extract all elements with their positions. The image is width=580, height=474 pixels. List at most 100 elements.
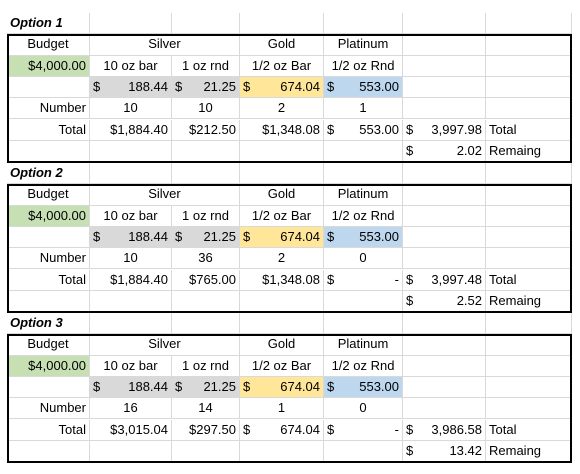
grand-total-value[interactable]: $3,986.58	[403, 419, 486, 441]
budget-value[interactable]: $4,000.00	[7, 205, 90, 227]
item-name[interactable]: 10 oz bar	[90, 55, 172, 77]
line-total-cell[interactable]: $765.00	[172, 269, 240, 291]
number-label[interactable]: Number	[7, 98, 90, 120]
header-platinum[interactable]: Platinum	[324, 184, 403, 206]
empty-cell[interactable]	[403, 163, 486, 185]
item-name[interactable]: 10 oz bar	[90, 205, 172, 227]
empty-cell[interactable]	[324, 290, 403, 313]
item-name[interactable]: 1 oz rnd	[172, 205, 240, 227]
total-label[interactable]: Total	[7, 419, 90, 441]
empty-cell[interactable]	[486, 13, 572, 35]
empty-cell[interactable]	[486, 226, 572, 249]
header-platinum[interactable]: Platinum	[324, 334, 403, 356]
empty-cell[interactable]	[403, 13, 486, 35]
grand-total-label[interactable]: Total	[486, 269, 572, 291]
item-name[interactable]: 1 oz rnd	[172, 55, 240, 77]
quantity-cell[interactable]: 2	[240, 248, 324, 270]
empty-cell[interactable]	[90, 140, 172, 163]
empty-cell[interactable]	[486, 184, 572, 206]
quantity-cell[interactable]: 1	[324, 98, 403, 120]
empty-cell[interactable]	[240, 290, 324, 313]
empty-cell[interactable]	[7, 140, 90, 163]
empty-cell[interactable]	[403, 55, 486, 77]
header-budget[interactable]: Budget	[7, 34, 90, 56]
item-name[interactable]: 1/2 oz Bar	[240, 55, 324, 77]
line-total-cell[interactable]: $3,015.04	[90, 419, 172, 441]
item-name[interactable]: 10 oz bar	[90, 355, 172, 377]
empty-cell[interactable]	[7, 440, 90, 463]
header-budget[interactable]: Budget	[7, 184, 90, 206]
budget-value[interactable]: $4,000.00	[7, 55, 90, 77]
quantity-cell[interactable]: 2	[240, 98, 324, 120]
total-label[interactable]: Total	[7, 119, 90, 141]
empty-cell[interactable]	[172, 440, 240, 463]
empty-cell[interactable]	[403, 205, 486, 227]
quantity-cell[interactable]: 10	[90, 248, 172, 270]
empty-cell[interactable]	[324, 13, 403, 35]
total-label[interactable]: Total	[7, 269, 90, 291]
remaining-label[interactable]: Remaing	[486, 290, 572, 313]
item-name[interactable]: 1/2 oz Bar	[240, 355, 324, 377]
empty-cell[interactable]	[486, 98, 572, 120]
grand-total-value[interactable]: $3,997.48	[403, 269, 486, 291]
header-silver[interactable]: Silver	[90, 184, 240, 206]
quantity-cell[interactable]: 16	[90, 398, 172, 420]
header-silver[interactable]: Silver	[90, 34, 240, 56]
item-name[interactable]: 1/2 oz Rnd	[324, 205, 403, 227]
quantity-cell[interactable]: 14	[172, 398, 240, 420]
number-label[interactable]: Number	[7, 398, 90, 420]
empty-cell[interactable]	[486, 398, 572, 420]
price-cell[interactable]: $21.25	[172, 76, 240, 99]
price-cell[interactable]: $553.00	[324, 226, 403, 249]
item-name[interactable]: 1 oz rnd	[172, 355, 240, 377]
line-total-cell[interactable]: $1,348.08	[240, 269, 324, 291]
quantity-cell[interactable]: 10	[90, 98, 172, 120]
remaining-value[interactable]: $2.02	[403, 140, 486, 163]
budget-value[interactable]: $4,000.00	[7, 355, 90, 377]
empty-cell[interactable]	[486, 163, 572, 185]
item-name[interactable]: 1/2 oz Bar	[240, 205, 324, 227]
header-platinum[interactable]: Platinum	[324, 34, 403, 56]
header-silver[interactable]: Silver	[90, 334, 240, 356]
option-title[interactable]: Option 1	[7, 13, 90, 35]
price-cell[interactable]: $188.44	[90, 376, 172, 399]
line-total-cell[interactable]: $553.00	[324, 119, 403, 141]
grand-total-label[interactable]: Total	[486, 119, 572, 141]
remaining-label[interactable]: Remaing	[486, 140, 572, 163]
empty-cell[interactable]	[486, 34, 572, 56]
empty-cell[interactable]	[172, 13, 240, 35]
empty-cell[interactable]	[324, 163, 403, 185]
header-budget[interactable]: Budget	[7, 334, 90, 356]
remaining-value[interactable]: $2.52	[403, 290, 486, 313]
remaining-value[interactable]: $13.42	[403, 440, 486, 463]
empty-cell[interactable]	[403, 98, 486, 120]
line-total-cell[interactable]: $1,884.40	[90, 269, 172, 291]
empty-cell[interactable]	[486, 248, 572, 270]
empty-cell[interactable]	[486, 205, 572, 227]
quantity-cell[interactable]: 0	[324, 248, 403, 270]
option-title[interactable]: Option 3	[7, 313, 90, 335]
empty-cell[interactable]	[486, 313, 572, 335]
empty-cell[interactable]	[240, 13, 324, 35]
empty-cell[interactable]	[486, 76, 572, 99]
quantity-cell[interactable]: 10	[172, 98, 240, 120]
empty-cell[interactable]	[403, 248, 486, 270]
empty-cell[interactable]	[90, 290, 172, 313]
price-cell[interactable]: $188.44	[90, 226, 172, 249]
line-total-cell[interactable]: $ -	[324, 419, 403, 441]
grand-total-value[interactable]: $3,997.98	[403, 119, 486, 141]
empty-cell[interactable]	[403, 226, 486, 249]
empty-cell[interactable]	[240, 313, 324, 335]
empty-cell[interactable]	[403, 184, 486, 206]
quantity-cell[interactable]: 1	[240, 398, 324, 420]
number-label[interactable]: Number	[7, 248, 90, 270]
grand-total-label[interactable]: Total	[486, 419, 572, 441]
line-total-cell[interactable]: $212.50	[172, 119, 240, 141]
empty-cell[interactable]	[403, 376, 486, 399]
item-name[interactable]: 1/2 oz Rnd	[324, 355, 403, 377]
quantity-cell[interactable]: 0	[324, 398, 403, 420]
empty-cell[interactable]	[324, 440, 403, 463]
empty-cell[interactable]	[403, 398, 486, 420]
line-total-cell[interactable]: $1,348.08	[240, 119, 324, 141]
header-gold[interactable]: Gold	[240, 34, 324, 56]
